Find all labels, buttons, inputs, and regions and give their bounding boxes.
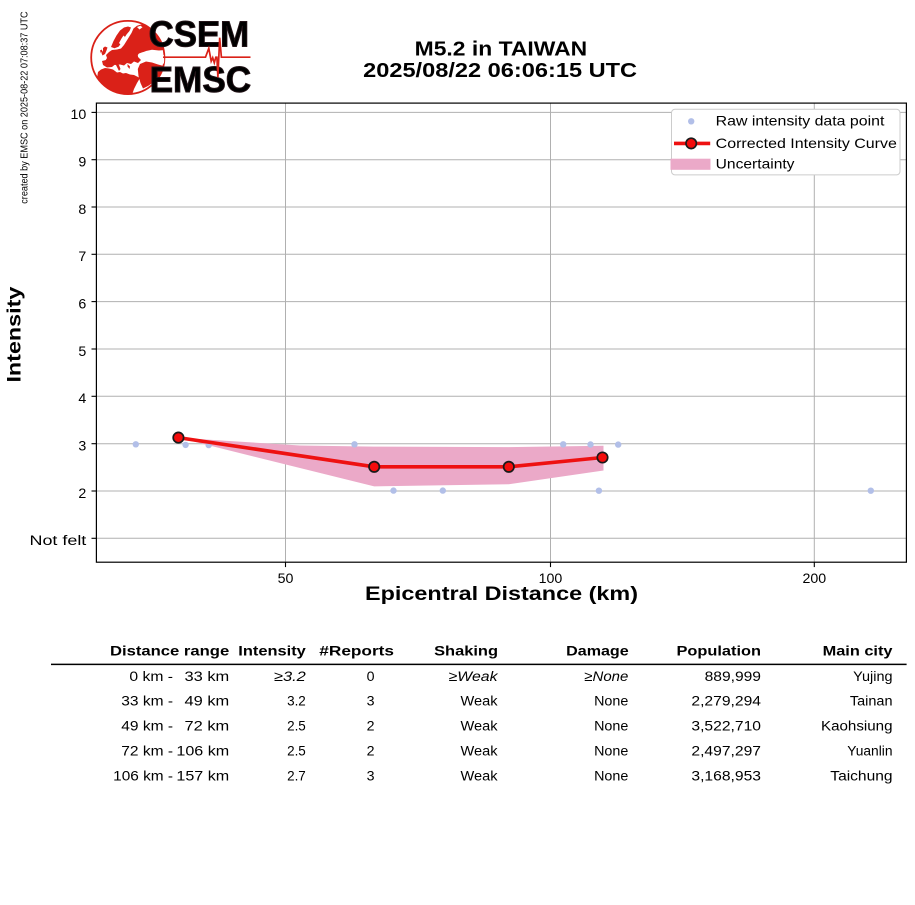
svg-text:106 km: 106 km [176, 744, 229, 760]
svg-text:72 km: 72 km [185, 719, 230, 735]
svg-text:Yujing: Yujing [853, 669, 892, 685]
svg-text:None: None [594, 744, 628, 760]
svg-text:Uncertainty: Uncertainty [716, 157, 795, 172]
svg-text:200: 200 [802, 571, 826, 587]
svg-text:50: 50 [278, 571, 294, 587]
svg-text:2,279,294: 2,279,294 [691, 694, 761, 710]
svg-text:106 km -: 106 km - [113, 768, 173, 784]
svg-text:Weak: Weak [461, 694, 499, 710]
svg-text:0 km -: 0 km - [129, 669, 173, 685]
svg-text:created by EMSC on 2025-08-22: created by EMSC on 2025-08-22 07:08:37 U… [19, 11, 30, 204]
svg-text:3: 3 [367, 694, 375, 710]
svg-text:None: None [594, 768, 628, 784]
svg-text:4: 4 [78, 391, 86, 407]
svg-text:M5.2 in TAIWAN: M5.2 in TAIWAN [415, 39, 588, 61]
svg-text:2.7: 2.7 [287, 768, 306, 784]
svg-text:2.5: 2.5 [287, 744, 306, 760]
svg-text:None: None [594, 694, 628, 710]
svg-text:2: 2 [78, 486, 86, 502]
svg-text:Weak: Weak [461, 768, 499, 784]
svg-text:8: 8 [78, 202, 86, 218]
svg-text:0: 0 [367, 669, 375, 685]
svg-text:Epicentral Distance (km): Epicentral Distance (km) [365, 583, 638, 605]
svg-text:3: 3 [367, 768, 375, 784]
svg-text:2025/08/22 06:06:15 UTC: 2025/08/22 06:06:15 UTC [363, 60, 637, 82]
svg-text:≥None: ≥None [584, 669, 628, 685]
svg-text:2: 2 [367, 719, 375, 735]
svg-text:Weak: Weak [461, 719, 499, 735]
svg-text:Yuanlin: Yuanlin [847, 744, 892, 760]
svg-text:9: 9 [78, 155, 86, 171]
svg-text:10: 10 [71, 107, 87, 123]
svg-text:Corrected Intensity Curve: Corrected Intensity Curve [716, 136, 897, 151]
svg-text:49 km -: 49 km - [121, 719, 173, 735]
svg-text:Kaohsiung: Kaohsiung [821, 719, 893, 735]
svg-text:≥Weak: ≥Weak [449, 669, 499, 685]
svg-text:≥3.2: ≥3.2 [274, 669, 306, 685]
svg-text:Raw intensity data point: Raw intensity data point [716, 114, 885, 129]
svg-text:2,497,297: 2,497,297 [691, 744, 761, 760]
svg-text:72 km -: 72 km - [121, 744, 173, 760]
svg-text:5: 5 [78, 344, 86, 360]
svg-text:2: 2 [367, 744, 375, 760]
svg-text:3.2: 3.2 [287, 694, 306, 710]
svg-text:Taichung: Taichung [830, 768, 892, 784]
svg-text:3,168,953: 3,168,953 [691, 768, 761, 784]
svg-text:None: None [594, 719, 628, 735]
svg-text:Distance range: Distance range [110, 644, 229, 660]
svg-text:#Reports: #Reports [319, 644, 394, 660]
svg-text:7: 7 [78, 249, 86, 265]
svg-text:Intensity: Intensity [4, 287, 26, 383]
svg-text:Weak: Weak [461, 744, 499, 760]
svg-text:Not felt: Not felt [30, 533, 87, 549]
svg-text:Damage: Damage [566, 644, 629, 660]
svg-text:6: 6 [78, 296, 86, 312]
svg-text:Tainan: Tainan [850, 694, 893, 710]
svg-text:2.5: 2.5 [287, 719, 306, 735]
svg-text:Main city: Main city [823, 644, 893, 660]
svg-text:3: 3 [78, 439, 86, 455]
svg-text:33 km: 33 km [185, 669, 230, 685]
svg-text:Shaking: Shaking [434, 644, 498, 660]
svg-text:889,999: 889,999 [705, 669, 762, 685]
svg-text:49 km: 49 km [185, 694, 230, 710]
svg-text:157 km: 157 km [176, 768, 229, 784]
svg-text:Population: Population [677, 644, 762, 660]
svg-text:Intensity: Intensity [238, 644, 306, 660]
svg-text:CSEM: CSEM [149, 13, 250, 54]
svg-text:EMSC: EMSC [150, 59, 252, 100]
svg-text:3,522,710: 3,522,710 [691, 719, 761, 735]
svg-text:33 km -: 33 km - [121, 694, 173, 710]
svg-text:100: 100 [539, 571, 563, 587]
